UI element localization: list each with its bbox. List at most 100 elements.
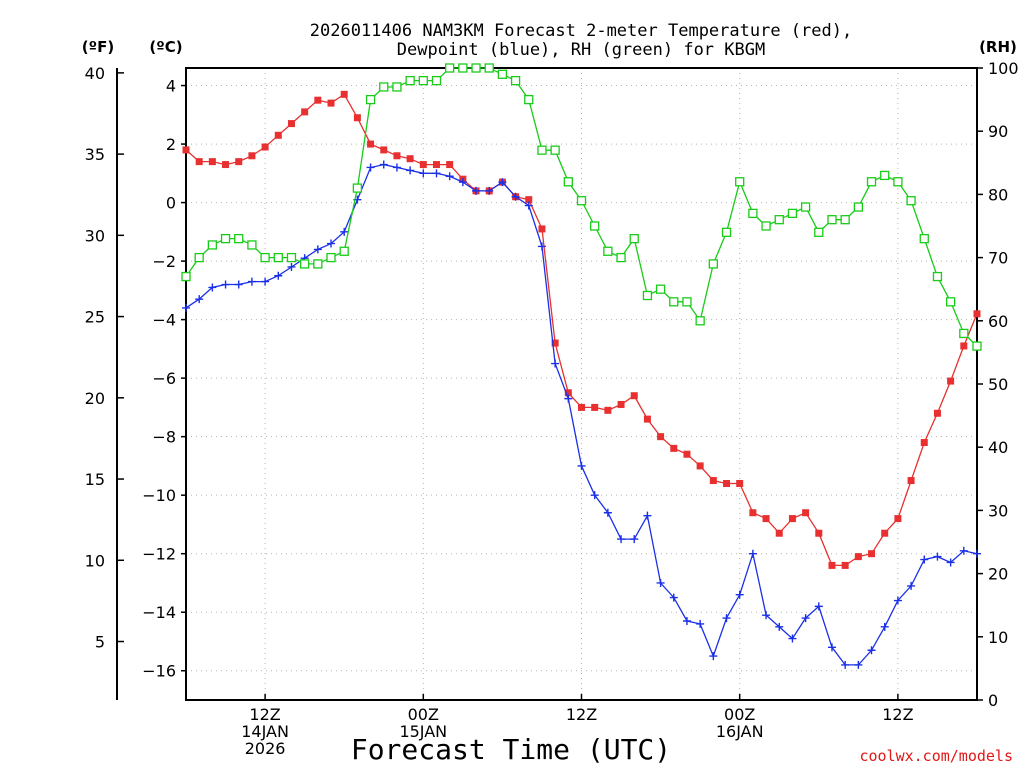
temperature-point	[907, 477, 915, 485]
rh-tick-label: 100	[988, 59, 1019, 78]
rh-point	[273, 252, 283, 263]
rh-tick-label: 10	[988, 628, 1008, 647]
dewpoint-point	[946, 558, 955, 567]
temperature-point	[406, 155, 414, 163]
dewpoint-point	[577, 461, 586, 470]
temperature-point	[630, 392, 638, 400]
temperature-point	[723, 479, 731, 487]
rh-point	[919, 233, 929, 244]
rh-point	[708, 259, 718, 269]
rh-tick-label: 50	[988, 375, 1008, 394]
rh-point	[181, 271, 191, 282]
rh-point	[721, 227, 732, 237]
temperature-point	[393, 152, 401, 160]
temperature-point	[947, 377, 955, 385]
rh-point	[537, 145, 547, 155]
rh-point	[458, 63, 468, 73]
rh-point	[945, 297, 956, 307]
temperature-point	[301, 108, 309, 116]
temperature-point	[696, 462, 704, 470]
dewpoint-point	[669, 593, 678, 602]
temperature-point	[287, 120, 295, 128]
temperature-point	[591, 403, 599, 411]
rh-point	[339, 246, 349, 256]
rh-point	[379, 82, 389, 92]
temperature-point	[380, 146, 388, 154]
rh-point	[234, 233, 244, 244]
dewpoint-point	[603, 508, 612, 517]
celsius-tick-label: −12	[142, 545, 176, 564]
temperature-point	[340, 90, 348, 98]
rh-point	[524, 94, 534, 105]
rh-point	[866, 177, 877, 187]
temperature-point	[314, 96, 322, 104]
dewpoint-point	[445, 172, 454, 181]
dewpoint-point	[524, 201, 533, 210]
fahrenheit-tick-label: 30	[85, 226, 105, 245]
dewpoint-point	[419, 169, 428, 178]
gridlines	[186, 68, 977, 700]
series-temperature	[182, 90, 981, 569]
rh-point	[761, 221, 771, 231]
dewpoint-point	[327, 239, 336, 248]
rh-point	[405, 75, 415, 86]
temperature-point	[274, 131, 282, 139]
dewpoint-point	[340, 227, 349, 236]
rh-point	[313, 259, 323, 269]
dewpoint-point	[458, 178, 467, 187]
temperature-point	[933, 409, 941, 417]
temperature-point	[736, 479, 744, 487]
temperature-point	[222, 161, 230, 169]
celsius-tick-label: −8	[152, 428, 176, 447]
rh-point	[972, 341, 982, 351]
rh-point	[748, 208, 758, 219]
temperature-point	[775, 529, 783, 537]
dewpoint-point	[643, 511, 652, 520]
rh-point	[735, 177, 745, 187]
rh-point	[642, 290, 653, 301]
dewpoint-point	[234, 280, 243, 289]
rh-tick-label: 80	[988, 185, 1008, 204]
dewpoint-point	[392, 163, 401, 172]
rh-point	[629, 233, 639, 244]
rh-point	[695, 316, 705, 326]
temperature-point	[182, 146, 190, 154]
temperature-point	[578, 403, 585, 411]
temperature-point	[353, 114, 361, 122]
dewpoint-line	[185, 163, 978, 666]
temperature-point	[815, 529, 823, 537]
dewpoint-point	[709, 652, 718, 661]
x-tick-label: 12Z	[882, 705, 913, 724]
x-tick-label: 00Z	[408, 705, 439, 724]
dewpoint-point	[775, 622, 784, 631]
celsius-tick-label: −10	[142, 486, 176, 505]
rh-point	[286, 252, 297, 263]
temperature-point	[657, 433, 665, 441]
rh-tick-label: 40	[988, 438, 1008, 457]
rh-point	[352, 183, 363, 193]
dewpoint-point	[841, 660, 850, 669]
temperature-point	[802, 509, 810, 517]
dewpoint-point	[920, 555, 929, 564]
dewpoint-point	[630, 535, 639, 544]
dewpoint-point	[893, 596, 902, 605]
rh-point	[787, 208, 798, 219]
series-dewpoint	[182, 160, 981, 669]
rh-tick-label: 20	[988, 565, 1008, 584]
x-tick-label: 12Z	[566, 705, 597, 724]
temperature-point	[235, 158, 243, 166]
x-tick-label: 15JAN	[399, 722, 447, 741]
temperature-point	[683, 450, 691, 458]
dewpoint-point	[261, 277, 270, 286]
rh-point	[603, 246, 613, 256]
temperature-point	[894, 515, 902, 523]
celsius-tick-label: −4	[152, 311, 176, 330]
temperature-point	[551, 339, 559, 347]
rh-point	[497, 69, 508, 79]
dewpoint-point	[801, 614, 810, 623]
rh-point	[431, 75, 442, 86]
rh-point	[326, 252, 336, 263]
series-rh	[181, 63, 982, 351]
celsius-tick-label: 2	[166, 135, 176, 154]
